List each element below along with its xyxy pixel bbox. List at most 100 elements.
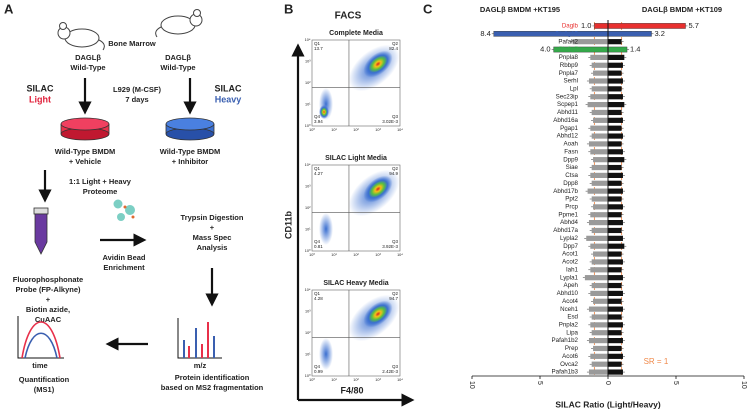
category-label: Pla2g7 <box>559 46 579 53</box>
quadrant-value: 0.81 <box>314 244 323 249</box>
spectrum <box>177 318 222 359</box>
probe: Probe (FP-Alkyne) <box>15 285 81 294</box>
bar <box>588 220 608 226</box>
bar <box>608 338 623 344</box>
bar <box>586 235 608 241</box>
y-tick-label: 10² <box>305 331 311 335</box>
category-label: Acot1 <box>562 251 578 258</box>
y-tick-label: 10⁰ <box>305 249 311 253</box>
category-label: Pafah1b3 <box>552 369 579 376</box>
category-label: Lypla2 <box>560 235 579 242</box>
bar <box>608 251 622 257</box>
category-label: Abhd16a <box>553 117 578 124</box>
condition: Wild-Type BMDM <box>55 147 116 156</box>
bar <box>607 46 628 53</box>
category-label: Lpl <box>570 86 578 93</box>
probe: CuAAC <box>35 315 62 324</box>
bar <box>593 251 608 257</box>
y-tick-label: 10³ <box>305 60 311 64</box>
density <box>319 105 329 119</box>
bar <box>593 157 608 163</box>
axis-label: F4/80 <box>340 385 363 395</box>
x-tick-label: 10 <box>468 381 475 389</box>
culture: 7 days <box>125 95 148 104</box>
bar <box>608 196 622 202</box>
bar <box>608 227 622 234</box>
quadrant-name: Q3 <box>392 114 399 119</box>
x-tick-label: 10² <box>353 253 359 257</box>
plot-title: SILAC Light Media <box>325 155 387 162</box>
density-plot: Q14.27Q294.9Q33.92E-3Q40.8110⁰10⁰10¹10¹1… <box>305 163 404 257</box>
category-label: Nceh1 <box>560 306 578 313</box>
bar <box>608 267 622 273</box>
plot-title: SILAC Heavy Media <box>323 280 388 287</box>
y-tick-label: 10² <box>305 206 311 210</box>
bar <box>608 94 623 100</box>
value-label: 8.4 <box>480 29 490 38</box>
bar <box>591 227 608 234</box>
bar <box>591 314 608 320</box>
bar <box>572 39 608 45</box>
bar <box>608 306 623 312</box>
bar <box>587 102 608 108</box>
x-tick-label: 10³ <box>375 378 381 382</box>
panel-label: C <box>423 1 433 16</box>
y-tick-label: 10³ <box>305 310 311 314</box>
category-label: Abhd4 <box>560 219 578 226</box>
category-label: Pafah1b2 <box>552 337 579 344</box>
x-tick-label: 10³ <box>375 253 381 257</box>
quadrant-value: 82.4 <box>389 46 398 51</box>
strain: DAGLβ <box>165 53 191 62</box>
quadrant-name: Q4 <box>314 114 321 119</box>
x-tick-label: 10² <box>353 378 359 382</box>
category-label: Prep <box>565 345 579 352</box>
quadrant-value: 3.92E-3 <box>382 244 398 249</box>
quadrant-value: 4.27 <box>314 171 323 176</box>
x-tick-label: 10¹ <box>331 378 337 382</box>
x-tick-label: 10¹ <box>331 253 337 257</box>
category-label: Acot4 <box>562 298 578 305</box>
category-label: Pla2g15 <box>555 30 578 37</box>
bar <box>608 141 622 147</box>
density <box>363 175 393 203</box>
y-tick-label: 10¹ <box>305 353 311 357</box>
bar <box>608 78 623 84</box>
identification: Protein identification <box>175 373 250 382</box>
category-label: Siae <box>566 164 579 171</box>
culture: L929 (M-CSF) <box>113 85 161 94</box>
density <box>319 338 333 370</box>
bar <box>608 117 623 123</box>
bar <box>593 70 608 76</box>
category-label: Apeh <box>564 282 579 289</box>
strain: Wild-Type <box>70 63 105 72</box>
probe: Fluorophosphonate <box>13 275 83 284</box>
category-label: Dpp9 <box>563 156 578 163</box>
bar <box>590 125 608 131</box>
bar <box>593 204 608 210</box>
silac-label: SILAC <box>27 83 55 93</box>
quadrant-name: Q4 <box>314 239 321 244</box>
bar <box>608 54 625 60</box>
bar <box>594 23 609 29</box>
probe: Biotin azide, <box>26 305 70 314</box>
bar <box>608 102 625 108</box>
bar <box>608 149 623 155</box>
bar <box>608 369 623 375</box>
bar <box>593 345 608 352</box>
bone-marrow: Bone Marrow <box>108 39 156 48</box>
bar <box>607 31 652 37</box>
enrichment: Avidin Bead <box>102 253 145 262</box>
bar <box>608 172 623 178</box>
category-label: Pafah2 <box>558 38 578 45</box>
y-tick-label: 10⁴ <box>305 163 311 167</box>
category-label: Lypla1 <box>560 274 579 281</box>
bar <box>588 141 608 147</box>
bar <box>608 345 622 352</box>
y-tick-label: 10⁰ <box>305 374 311 378</box>
quadrant-name: Q3 <box>392 239 399 244</box>
mix: 1:1 Light + Heavy <box>69 177 132 186</box>
bar <box>608 220 623 226</box>
category-label: Fasn <box>564 148 578 155</box>
series-header: DAGLβ BMDM +KT109 <box>642 5 722 14</box>
x-tick-label: 5 <box>672 381 679 385</box>
